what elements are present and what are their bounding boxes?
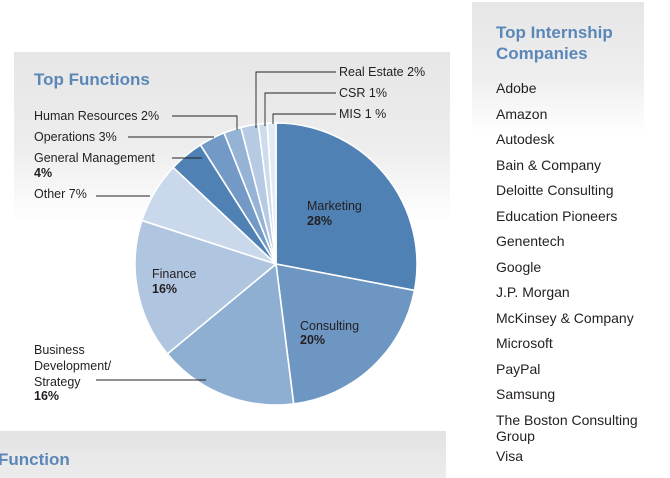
companies-title: Top Internship Companies [496,23,613,63]
slice-label-operations: Operations 3% [34,130,117,144]
slice-value-real-estate: 2% [407,65,425,79]
slice-value-business-development-strategy: 16% [34,389,59,403]
slice-label-real-estate: Real Estate 2% [339,65,425,79]
slice-value-csr: 1% [369,86,387,100]
companies-list: Adobe Amazon Autodesk Bain & Company Del… [496,80,666,473]
list-item: McKinsey & Company [496,309,634,326]
pie-slices [134,122,418,406]
list-item: Deloitte Consulting [496,182,614,198]
list-item: J.P. Morgan [496,284,570,300]
slice-value-marketing: 28% [307,214,332,228]
pie-leader-lines [96,71,336,381]
pie-slice-consulting [275,263,416,405]
slice-value-other: 7% [69,187,87,201]
slice-label-business-development-strategy-line-1: Business [34,343,85,357]
list-item: The Boston Consulting Group [496,411,638,444]
functions-title: Top Functions [34,70,150,89]
list-item: Adobe [496,80,537,96]
slice-label-business-development-strategy-line-3: Strategy [34,375,81,389]
slice-value-mis: 1 % [365,107,387,121]
pie-slice-marketing [275,122,418,292]
leader-line-real-estate [255,71,336,128]
list-item: Genentech [496,233,565,249]
slice-label-business-development-strategy-line-2: Development/ [34,359,112,373]
list-item: Microsoft [496,335,553,351]
slice-label-csr: CSR 1% [339,86,387,100]
list-item: Autodesk [496,131,555,147]
pie-slice-finance [134,219,278,356]
slice-label-other: Other 7% [34,187,87,201]
slice-label-mis: MIS 1 % [339,107,386,121]
slice-label-general-management: General Management [34,151,155,165]
slice-value-operations: 3% [99,130,117,144]
slice-value-general-management: 4% [34,166,52,180]
slice-label-consulting: Consulting [300,319,359,333]
bottom-section-background [0,431,446,478]
slice-value-finance: 16% [152,282,177,296]
list-item: Bain & Company [496,156,602,173]
companies-panel-background [472,2,644,134]
list-item: Samsung [496,386,556,402]
list-item: Education Pioneers [496,207,618,224]
pie-slice-mis [266,122,277,265]
slice-value-consulting: 20% [300,333,325,347]
leader-line-csr [264,92,336,126]
list-item: PayPal [496,360,541,377]
slice-label-human-resources: Human Resources 2% [34,109,159,123]
bottom-section-label: Function [0,450,70,469]
list-item: Google [496,258,542,275]
pie-slice-business-development-strategy [166,262,295,406]
leader-line-mis [272,113,336,124]
slice-label-marketing: Marketing [307,199,362,213]
slice-value-human-resources: 2% [141,109,159,123]
leader-line-human-resources [172,115,238,130]
slice-label-finance: Finance [152,267,197,281]
list-item: Amazon [496,105,548,122]
list-item: Visa [496,447,523,464]
